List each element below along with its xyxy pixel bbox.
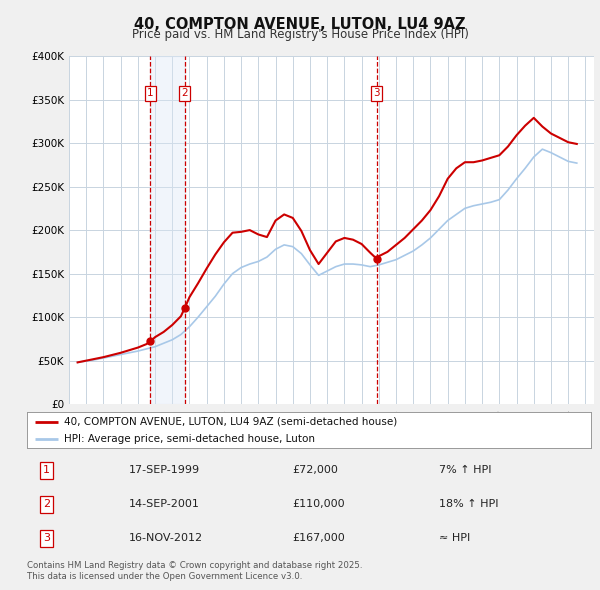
Text: 3: 3 (373, 88, 380, 99)
Text: HPI: Average price, semi-detached house, Luton: HPI: Average price, semi-detached house,… (64, 434, 314, 444)
Text: 2: 2 (181, 88, 188, 99)
Text: 2: 2 (43, 500, 50, 509)
Text: £167,000: £167,000 (292, 533, 345, 543)
Text: 16-NOV-2012: 16-NOV-2012 (128, 533, 203, 543)
Text: 7% ↑ HPI: 7% ↑ HPI (439, 466, 491, 476)
Text: 1: 1 (43, 466, 50, 476)
Bar (150, 56, 185, 404)
Text: 40, COMPTON AVENUE, LUTON, LU4 9AZ: 40, COMPTON AVENUE, LUTON, LU4 9AZ (134, 17, 466, 31)
Text: ≈ HPI: ≈ HPI (439, 533, 470, 543)
Text: 1: 1 (147, 88, 154, 99)
Text: 14-SEP-2001: 14-SEP-2001 (128, 500, 199, 509)
Text: Price paid vs. HM Land Registry's House Price Index (HPI): Price paid vs. HM Land Registry's House … (131, 28, 469, 41)
Text: 17-SEP-1999: 17-SEP-1999 (128, 466, 200, 476)
Text: 3: 3 (43, 533, 50, 543)
Text: £72,000: £72,000 (292, 466, 338, 476)
Text: Contains HM Land Registry data © Crown copyright and database right 2025.
This d: Contains HM Land Registry data © Crown c… (27, 560, 362, 581)
Text: 18% ↑ HPI: 18% ↑ HPI (439, 500, 498, 509)
Text: £110,000: £110,000 (292, 500, 345, 509)
Text: 40, COMPTON AVENUE, LUTON, LU4 9AZ (semi-detached house): 40, COMPTON AVENUE, LUTON, LU4 9AZ (semi… (64, 417, 397, 427)
